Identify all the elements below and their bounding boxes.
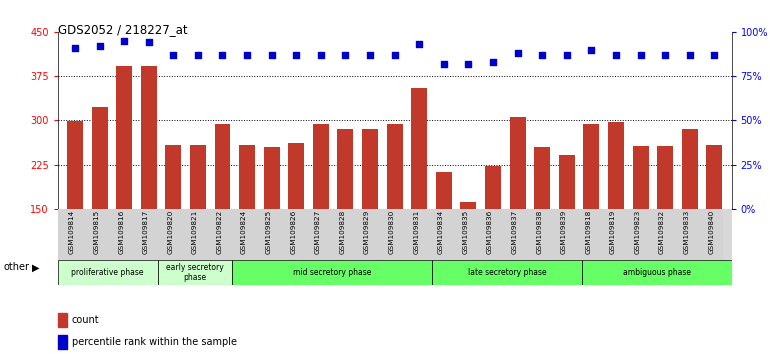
Bar	[582, 260, 732, 285]
Point	[388, 52, 400, 58]
Point	[241, 52, 253, 58]
Point	[266, 52, 278, 58]
Bar	[288, 143, 304, 209]
Bar	[411, 88, 427, 209]
Point	[290, 52, 303, 58]
Text: GSM109821: GSM109821	[192, 210, 198, 254]
Text: count: count	[72, 315, 99, 325]
Point	[118, 38, 130, 44]
Point	[610, 52, 622, 58]
Text: GSM109834: GSM109834	[438, 210, 444, 254]
Text: GSM109837: GSM109837	[511, 210, 517, 254]
Point	[684, 52, 696, 58]
Text: GSM109828: GSM109828	[340, 210, 346, 254]
Text: GSM109840: GSM109840	[708, 210, 715, 254]
Text: GSM109815: GSM109815	[93, 210, 99, 254]
Text: GSM109816: GSM109816	[118, 210, 124, 254]
Text: proliferative phase: proliferative phase	[72, 268, 144, 277]
Point	[142, 40, 155, 45]
Bar	[387, 125, 403, 209]
Text: GSM109827: GSM109827	[315, 210, 321, 254]
Bar	[116, 66, 132, 209]
Bar	[632, 146, 648, 209]
Text: GSM109823: GSM109823	[634, 210, 641, 254]
Point	[487, 59, 499, 65]
Bar	[58, 260, 158, 285]
Point	[585, 47, 598, 52]
Text: GSM109825: GSM109825	[266, 210, 272, 254]
Point	[216, 52, 229, 58]
Text: GSM109836: GSM109836	[487, 210, 493, 254]
Text: ambiguous phase: ambiguous phase	[623, 268, 691, 277]
Point	[364, 52, 377, 58]
Bar	[141, 66, 157, 209]
Text: ▶: ▶	[32, 262, 40, 272]
Bar	[166, 145, 181, 209]
Bar	[337, 129, 353, 209]
Point	[462, 61, 474, 67]
Bar	[233, 260, 432, 285]
Point	[93, 43, 105, 49]
Bar	[485, 166, 501, 209]
Bar	[559, 155, 574, 209]
Text: GSM109838: GSM109838	[536, 210, 542, 254]
Point	[340, 52, 352, 58]
Bar	[263, 147, 280, 209]
Point	[413, 41, 425, 47]
Point	[315, 52, 327, 58]
Text: percentile rank within the sample: percentile rank within the sample	[72, 337, 236, 347]
Bar	[584, 125, 599, 209]
Point	[69, 45, 81, 51]
Text: GSM109820: GSM109820	[167, 210, 173, 254]
Bar	[436, 172, 452, 209]
Point	[167, 52, 179, 58]
Bar	[681, 129, 698, 209]
Text: GSM109826: GSM109826	[290, 210, 296, 254]
Text: GSM109830: GSM109830	[389, 210, 394, 254]
Text: early secretory
phase: early secretory phase	[166, 263, 224, 282]
Point	[708, 52, 721, 58]
Text: GSM109824: GSM109824	[241, 210, 247, 254]
Bar	[706, 145, 722, 209]
Bar	[432, 260, 582, 285]
Bar	[657, 146, 673, 209]
Point	[561, 52, 573, 58]
Text: GSM109829: GSM109829	[364, 210, 370, 254]
Text: late secretory phase: late secretory phase	[467, 268, 546, 277]
Bar	[608, 121, 624, 209]
Bar	[362, 129, 378, 209]
Text: GSM109819: GSM109819	[610, 210, 616, 254]
Point	[634, 52, 647, 58]
Bar	[239, 145, 255, 209]
Point	[536, 52, 548, 58]
Bar	[190, 145, 206, 209]
Bar	[510, 118, 526, 209]
Text: GDS2052 / 218227_at: GDS2052 / 218227_at	[58, 23, 187, 36]
Text: GSM109822: GSM109822	[216, 210, 223, 254]
Bar	[92, 107, 108, 209]
Bar	[460, 202, 477, 209]
Bar	[215, 125, 230, 209]
Point	[511, 50, 524, 56]
Bar	[67, 121, 83, 209]
Bar	[534, 147, 550, 209]
Text: other: other	[4, 262, 30, 272]
Text: GSM109833: GSM109833	[684, 210, 690, 254]
Bar	[158, 260, 233, 285]
Point	[437, 61, 450, 67]
Point	[659, 52, 671, 58]
Text: GSM109835: GSM109835	[463, 210, 468, 254]
Text: GSM109832: GSM109832	[659, 210, 665, 254]
Text: GSM109818: GSM109818	[585, 210, 591, 254]
Bar	[313, 125, 329, 209]
Text: GSM109831: GSM109831	[413, 210, 419, 254]
Point	[192, 52, 204, 58]
Text: GSM109839: GSM109839	[561, 210, 567, 254]
Text: mid secretory phase: mid secretory phase	[293, 268, 371, 277]
Text: GSM109814: GSM109814	[69, 210, 75, 254]
Text: GSM109817: GSM109817	[142, 210, 149, 254]
